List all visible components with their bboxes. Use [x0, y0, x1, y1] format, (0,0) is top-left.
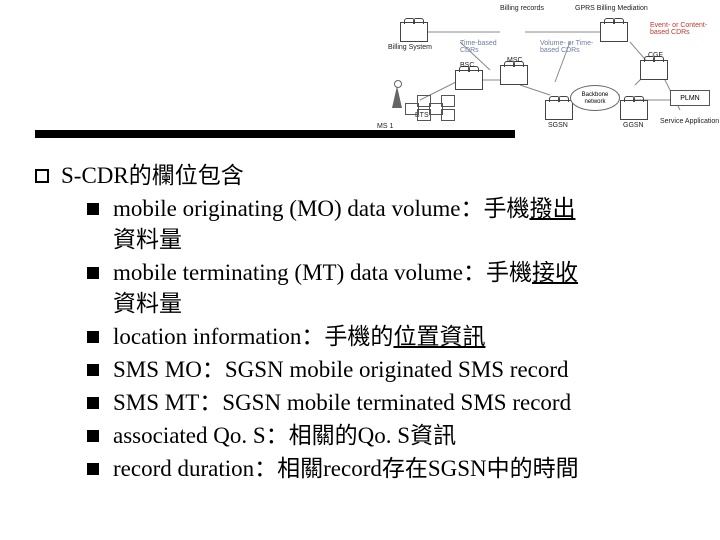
list-item: record duration：相關record存在SGSN中的時間	[87, 453, 690, 484]
billing-system-label: Billing System	[388, 44, 432, 51]
billing-system-node	[400, 22, 428, 42]
inner-list: mobile originating (MO) data volume：手機撥出…	[61, 193, 690, 484]
cell-cluster	[405, 95, 460, 127]
service-app-label: Service Application	[660, 118, 719, 125]
plmn-box: PLMN	[670, 90, 710, 106]
sgsn-node	[545, 100, 573, 120]
solid-square-bullet-icon	[87, 397, 99, 409]
ggsn-node	[620, 100, 648, 120]
msc-node	[500, 65, 528, 85]
event-cdr-label: Event- or Content-based CDRs	[650, 22, 710, 36]
cgf-node	[640, 60, 668, 80]
bsc-label: BSC	[460, 62, 474, 69]
bts-tower	[392, 86, 402, 108]
list-item: mobile originating (MO) data volume：手機撥出…	[87, 193, 690, 255]
list-item: location information：手機的位置資訊	[87, 321, 690, 352]
bsc-node	[455, 70, 483, 90]
ggsn-label: GGSN	[623, 122, 644, 129]
msc-label: MSC	[507, 57, 523, 64]
list-item: mobile terminating (MT) data volume：手機接收…	[87, 257, 690, 319]
billing-records-label: Billing records	[500, 5, 544, 12]
solid-square-bullet-icon	[87, 463, 99, 475]
list-item-text: associated Qo. S：相關的Qo. S資訊	[113, 420, 690, 451]
architecture-diagram: Billing System Billing records GPRS Bill…	[360, 0, 720, 135]
list-item-text: SMS MO：SGSN mobile originated SMS record	[113, 354, 690, 385]
list-item-text: SMS MT：SGSN mobile terminated SMS record	[113, 387, 690, 418]
solid-square-bullet-icon	[87, 203, 99, 215]
vol-time-cdr-label: Volume- or Time-based CDRs	[540, 40, 595, 54]
gprs-mediation-node	[600, 22, 628, 42]
list-item: SMS MO：SGSN mobile originated SMS record	[87, 354, 690, 385]
list-item-text: location information：手機的位置資訊	[113, 321, 690, 352]
ms1-label: MS 1	[377, 123, 393, 130]
list-item-text: record duration：相關record存在SGSN中的時間	[113, 453, 690, 484]
gprs-mediation-label: GPRS Billing Mediation	[575, 5, 648, 12]
list-item-text: mobile originating (MO) data volume：手機撥出…	[113, 193, 690, 255]
solid-square-bullet-icon	[87, 267, 99, 279]
slide-content: S-CDR的欄位包含 mobile originating (MO) data …	[35, 160, 690, 484]
solid-square-bullet-icon	[87, 331, 99, 343]
hollow-square-bullet-icon	[35, 169, 49, 183]
outer-title: S-CDR的欄位包含	[61, 160, 690, 191]
title-rule	[35, 130, 515, 138]
cgf-label: CGF	[648, 52, 663, 59]
list-item: associated Qo. S：相關的Qo. S資訊	[87, 420, 690, 451]
solid-square-bullet-icon	[87, 364, 99, 376]
solid-square-bullet-icon	[87, 430, 99, 442]
list-item: SMS MT：SGSN mobile terminated SMS record	[87, 387, 690, 418]
sgsn-label: SGSN	[548, 122, 568, 129]
outer-bullet: S-CDR的欄位包含 mobile originating (MO) data …	[35, 160, 690, 484]
list-item-text: mobile terminating (MT) data volume：手機接收…	[113, 257, 690, 319]
time-cdr-label: Time-based CDRs	[460, 40, 505, 54]
backbone-cloud: Backbone network	[570, 85, 620, 111]
